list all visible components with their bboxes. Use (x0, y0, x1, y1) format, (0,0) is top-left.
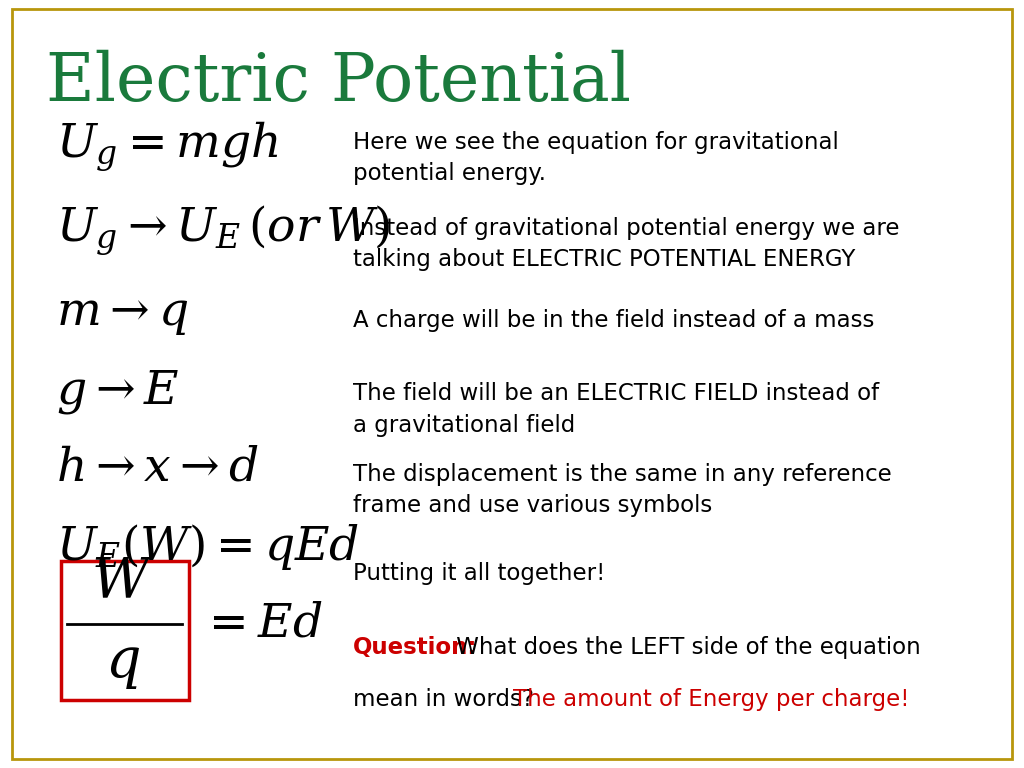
Text: Putting it all together!: Putting it all together! (353, 562, 605, 585)
Text: Question:: Question: (353, 636, 477, 659)
Text: $h \rightarrow x \rightarrow d$: $h \rightarrow x \rightarrow d$ (56, 446, 259, 491)
Bar (61, 561, 189, 700)
Text: A charge will be in the field instead of a mass: A charge will be in the field instead of… (353, 309, 874, 332)
Text: Electric Potential: Electric Potential (46, 50, 631, 115)
Text: $= Ed$: $= Ed$ (200, 601, 322, 646)
Text: The field will be an ELECTRIC FIELD instead of
a gravitational field: The field will be an ELECTRIC FIELD inst… (353, 382, 880, 436)
Text: $W$: $W$ (91, 557, 155, 611)
Text: Instead of gravitational potential energy we are
talking about ELECTRIC POTENTIA: Instead of gravitational potential energ… (353, 217, 900, 270)
Text: What does the LEFT side of the equation: What does the LEFT side of the equation (449, 636, 921, 659)
Text: $m \rightarrow q$: $m \rightarrow q$ (56, 293, 188, 337)
Text: The displacement is the same in any reference
frame and use various symbols: The displacement is the same in any refe… (353, 463, 892, 517)
Text: Here we see the equation for gravitational
potential energy.: Here we see the equation for gravitation… (353, 131, 839, 184)
Text: $U_g = mgh$: $U_g = mgh$ (56, 119, 280, 173)
Text: The amount of Energy per charge!: The amount of Energy per charge! (484, 688, 910, 711)
Text: $q$: $q$ (105, 637, 140, 691)
Text: $U_E(W) = qEd$: $U_E(W) = qEd$ (56, 521, 359, 572)
Text: $U_g \rightarrow U_E\,(or\,W)$: $U_g \rightarrow U_E\,(or\,W)$ (56, 204, 391, 257)
Text: mean in words?: mean in words? (353, 688, 535, 711)
Text: $g \rightarrow E$: $g \rightarrow E$ (56, 368, 180, 415)
